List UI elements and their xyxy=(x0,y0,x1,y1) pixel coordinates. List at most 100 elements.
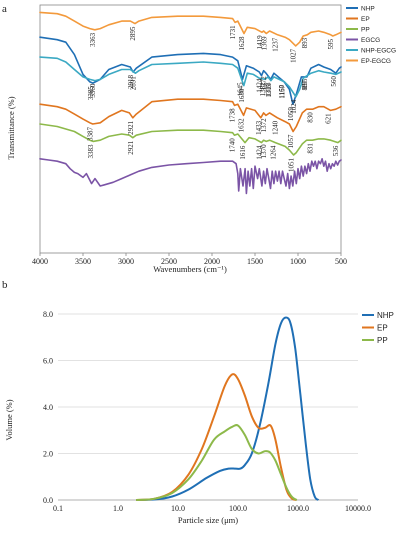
psd-plot: 0.0 2.0 4.0 6.0 8.0 0.1 1.0 10.0 100.0 1000.0 100… xyxy=(43,310,371,513)
ftir-legend-label-ep-egcg: EP-EGCG xyxy=(361,58,391,65)
peak-label-nhp-egcg-7: 895 xyxy=(301,78,309,89)
peak-label-nhp-egcg-4: 1315 xyxy=(265,83,273,98)
peak-label-ep-9: 621 xyxy=(325,113,333,124)
ftir-series-nhp xyxy=(39,36,342,105)
peak-label-pp-8: 831 xyxy=(306,143,314,154)
psd-y-tick-group: 0.0 2.0 4.0 6.0 8.0 xyxy=(43,310,53,505)
ftir-x-tick-label: 4000 xyxy=(32,257,48,266)
peak-label-pp-0: 3383 xyxy=(87,144,95,159)
psd-y-tick-label: 2.0 xyxy=(43,450,53,459)
peak-label-ep-egcg-9: 595 xyxy=(327,38,335,49)
psd-series-ep xyxy=(136,373,297,501)
ftir-x-tick-label: 500 xyxy=(335,257,347,266)
peak-label-ep-egcg-3: 1628 xyxy=(238,36,246,51)
peak-label-nhp-2: 1645 xyxy=(237,82,245,97)
peak-label-nhp-6: 1160 xyxy=(278,84,286,98)
peak-label-pp-6: 1264 xyxy=(269,145,277,160)
peak-label-nhp-egcg-0: 3360 xyxy=(89,83,97,98)
peak-label-ep-2: 1738 xyxy=(229,108,237,123)
ftir-legend-label-pp: PP xyxy=(361,26,370,33)
peak-label-nhp-egcg-3: 1382 xyxy=(259,82,267,97)
peak-label-nhp-0: 3385 xyxy=(87,86,95,101)
psd-y-tick-label: 6.0 xyxy=(43,357,53,366)
ftir-x-axis-title: Wavenumbers (cm⁻¹) xyxy=(153,264,227,274)
ftir-x-tick-group: 4000 3500 3000 2500 2000 1500 1000 500 xyxy=(32,253,347,266)
psd-x-axis-title: Particle size (μm) xyxy=(178,515,238,525)
panel-b-label: b xyxy=(2,279,8,291)
peak-label-ep-8: 830 xyxy=(307,112,315,123)
ftir-legend-label-nhp-egcg: NHP-EGCG xyxy=(361,47,396,54)
psd-x-tick-label: 1.0 xyxy=(113,504,123,513)
peak-label-ep-egcg-2: 1731 xyxy=(229,25,237,40)
ftir-x-tick-label: 1500 xyxy=(247,257,263,266)
psd-gridline-group xyxy=(58,313,358,454)
peak-label-nhp-8: 897 xyxy=(301,79,309,90)
peak-label-nhp-4: 1372 xyxy=(260,76,268,91)
psd-y-tick-label: 8.0 xyxy=(43,310,53,319)
psd-y-axis-title: Volume (%) xyxy=(4,399,14,440)
ftir-x-tick-label: 2500 xyxy=(161,257,177,266)
ftir-series-ep xyxy=(39,98,342,133)
ftir-legend-label-egcg: EGCG xyxy=(361,37,380,44)
psd-x-tick-label: 1000.0 xyxy=(287,504,309,513)
ftir-x-tick-label: 1000 xyxy=(290,257,306,266)
peak-label-ep-egcg-7: 1027 xyxy=(290,48,298,63)
peak-label-ep-1: 2921 xyxy=(127,120,135,135)
ftir-series-pp xyxy=(39,123,342,156)
peak-label-nhp-egcg-5: 1157 xyxy=(278,84,286,98)
peak-label-nhp-egcg-1: 2891 xyxy=(129,76,137,91)
peak-label-nhp-egcg-2: 1630 xyxy=(238,88,246,103)
peak-label-pp-9: 536 xyxy=(332,145,340,156)
peak-label-ep-egcg-1: 2895 xyxy=(129,26,137,40)
psd-y-tick-label: 0.0 xyxy=(43,496,53,505)
psd-y-tick-label: 4.0 xyxy=(43,403,53,412)
peak-label-ep-3: 1632 xyxy=(238,118,246,132)
ftir-plot-frame xyxy=(39,4,342,254)
peak-label-pp-2: 1740 xyxy=(228,138,236,153)
ftir-series-nhp-egcg xyxy=(39,56,342,98)
peak-label-ep-egcg-0: 3363 xyxy=(89,32,97,47)
panel-a-label: a xyxy=(2,3,7,15)
peak-label-ep-egcg-6: 1237 xyxy=(272,37,280,52)
ftir-x-tick-label: 3500 xyxy=(75,257,91,266)
psd-series-nhp xyxy=(136,316,320,501)
psd-x-tick-label: 10000.0 xyxy=(345,504,371,513)
peak-label-ep-egcg-5: 1369 xyxy=(260,36,268,51)
psd-x-tick-label: 100.0 xyxy=(229,504,247,513)
psd-series-group xyxy=(136,316,320,501)
psd-legend-label-ep: EP xyxy=(377,324,388,333)
peak-label-ep-5: 1372 xyxy=(260,118,268,132)
peak-label-ep-4: 1433 xyxy=(255,120,263,135)
peak-label-pp-5: 1370 xyxy=(260,144,268,159)
psd-x-tick-label: 10.0 xyxy=(171,504,185,513)
psd-legend: NHP EP PP xyxy=(362,311,394,345)
peak-label-pp-3: 1616 xyxy=(239,145,247,160)
peak-label-pp-7: 1051 xyxy=(288,157,296,172)
peak-label-pp-1: 2921 xyxy=(127,140,135,155)
ftir-legend-label-ep: EP xyxy=(361,16,370,23)
ftir-y-axis-title: Transmittance (%) xyxy=(6,96,16,159)
peak-label-nhp-7: 1059 xyxy=(287,107,295,122)
ftir-x-tick-label: 2000 xyxy=(204,257,220,266)
psd-legend-label-pp: PP xyxy=(377,336,388,345)
peak-label-nhp-egcg-6: 1024 xyxy=(290,99,298,114)
peak-label-ep-7: 1057 xyxy=(287,134,295,149)
psd-series-pp xyxy=(136,424,298,501)
peak-label-ep-egcg-8: 893 xyxy=(301,37,309,48)
ftir-series-egcg xyxy=(39,158,342,195)
peak-label-ep-egcg-4: 1419 xyxy=(256,35,264,50)
ftir-legend: NHP EP PP EGCG NHP-EGCG EP-EGCG xyxy=(346,5,396,65)
peak-label-ep-0: 3387 xyxy=(87,126,95,141)
peak-label-nhp-5: 1318 xyxy=(265,82,273,97)
peak-label-nhp-1: 2918 xyxy=(127,75,135,90)
peak-label-ep-6: 1240 xyxy=(271,120,279,135)
ftir-legend-label-nhp: NHP xyxy=(361,5,375,12)
peak-label-nhp-9: 560 xyxy=(330,76,338,87)
ftir-series-ep-egcg xyxy=(39,11,342,47)
ftir-x-tick-label: 3000 xyxy=(118,257,134,266)
peak-label-pp-4: 1424 xyxy=(256,145,264,160)
peak-label-nhp-3: 1424 xyxy=(255,78,263,93)
ftir-series-group xyxy=(39,11,342,195)
